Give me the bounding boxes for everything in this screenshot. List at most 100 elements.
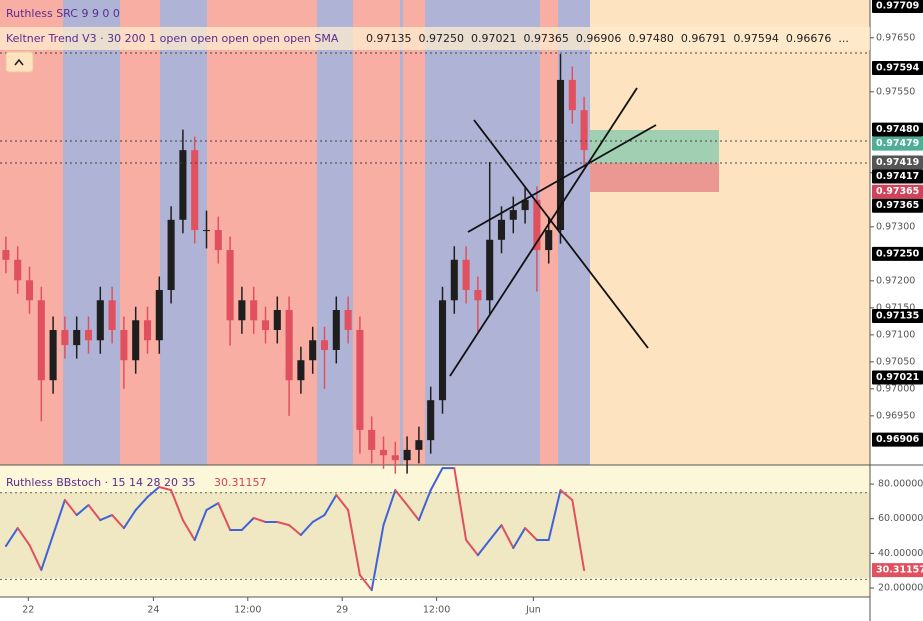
candle-body bbox=[379, 449, 388, 456]
price-badge bbox=[872, 155, 923, 170]
candle-body bbox=[238, 300, 246, 321]
oscillator-line bbox=[28, 544, 43, 571]
oscillator-line bbox=[205, 502, 220, 512]
y-tick-label: 20.00000 bbox=[878, 582, 923, 593]
price-badge-label: 0.97594 bbox=[876, 63, 920, 74]
candle-body bbox=[391, 455, 399, 461]
indicator-label: Ruthless SRC 9 9 0 0 bbox=[6, 7, 120, 20]
candle-body bbox=[285, 310, 293, 381]
main-plot bbox=[2, 54, 588, 474]
oscillator-line bbox=[476, 539, 491, 557]
oscillator-line bbox=[134, 496, 149, 512]
price-badge-label: 0.97709 bbox=[876, 0, 919, 11]
candle-body bbox=[155, 290, 163, 341]
candle-body bbox=[344, 310, 352, 330]
candle-body bbox=[202, 230, 211, 232]
oscillator-line bbox=[358, 574, 373, 592]
price-badge bbox=[872, 122, 923, 137]
y-tick-label: 0.97050 bbox=[876, 356, 915, 367]
candle-body bbox=[533, 199, 541, 251]
price-badge-label: 0.97419 bbox=[876, 157, 919, 168]
price-badge bbox=[872, 169, 923, 184]
candle-body bbox=[438, 300, 447, 401]
candle-body bbox=[108, 300, 116, 330]
price-badge-label: 0.97479 bbox=[876, 138, 919, 149]
x-tick-label: 24 bbox=[147, 605, 159, 616]
oscillator-line bbox=[465, 539, 479, 557]
candle-body bbox=[415, 440, 423, 450]
price-badge-label: 0.96906 bbox=[876, 434, 920, 445]
x-tick-label: 12:00 bbox=[423, 605, 450, 616]
candle-body bbox=[261, 320, 270, 330]
price-badge-label: 0.97365 bbox=[876, 186, 919, 197]
price-badge bbox=[872, 246, 923, 261]
oscillator-line bbox=[288, 524, 302, 536]
candle-body bbox=[73, 329, 81, 346]
candle-body bbox=[368, 429, 376, 450]
price-badge-label: 0.97417 bbox=[876, 171, 919, 182]
oscillator-line bbox=[170, 489, 184, 522]
candle-body bbox=[403, 449, 411, 461]
value-badge-label: 30.31157 bbox=[876, 565, 923, 576]
oscillator-line bbox=[75, 504, 90, 517]
candle-body bbox=[61, 329, 69, 346]
candle-body bbox=[462, 259, 470, 291]
oscillator-line bbox=[158, 486, 173, 492]
price-badge-label: 0.97250 bbox=[876, 248, 920, 259]
price-badge bbox=[872, 308, 923, 323]
oscillator-line bbox=[323, 493, 338, 517]
x-tick-label: Jun bbox=[525, 605, 541, 616]
y-tick-label: 40.00000 bbox=[878, 548, 923, 559]
y-tick-label: 0.97000 bbox=[876, 383, 915, 394]
candle-body bbox=[450, 259, 458, 301]
oscillator-line bbox=[571, 498, 586, 572]
y-tick-label: 0.96950 bbox=[876, 410, 915, 421]
candle-body bbox=[191, 150, 199, 231]
indicator-value: 30.31157 bbox=[214, 476, 267, 489]
oscillator-line bbox=[335, 493, 350, 512]
oscillator-line bbox=[429, 467, 444, 492]
oscillator-line bbox=[146, 486, 161, 499]
y-tick-label: 0.97200 bbox=[876, 275, 915, 286]
value-badge bbox=[872, 563, 923, 578]
candle-body bbox=[568, 79, 576, 111]
position-target bbox=[590, 130, 719, 163]
price-badge bbox=[872, 136, 923, 151]
candle-body bbox=[521, 199, 529, 211]
indicator-label: Keltner Trend V3 · 30 200 1 open open op… bbox=[6, 32, 339, 45]
price-badge-label: 0.97021 bbox=[876, 372, 919, 383]
candle-body bbox=[497, 219, 506, 240]
candle-body bbox=[509, 210, 517, 220]
candle-body bbox=[309, 340, 317, 361]
legend-band bbox=[0, 27, 870, 50]
candle-body bbox=[273, 310, 281, 330]
indicator-label: Ruthless BBstoch · 15 14 28 20 35 bbox=[6, 476, 196, 489]
price-badge-label: 0.97365 bbox=[876, 200, 919, 211]
oscillator-line bbox=[347, 509, 361, 576]
oscillator-line bbox=[4, 527, 19, 548]
oscillator-line bbox=[122, 509, 137, 530]
oscillator-line bbox=[370, 524, 385, 592]
price-badge bbox=[872, 432, 923, 447]
oscillator-line bbox=[299, 520, 314, 536]
oscillator-line bbox=[63, 498, 78, 517]
candle-body bbox=[427, 400, 435, 441]
candle-body bbox=[250, 300, 258, 321]
oscillator-line bbox=[217, 502, 232, 531]
oscillator-line bbox=[252, 517, 267, 523]
price-badge bbox=[872, 184, 923, 199]
candle-body bbox=[2, 250, 10, 260]
collapse-button[interactable] bbox=[5, 51, 34, 73]
oscillator-line bbox=[559, 489, 574, 501]
price-badge bbox=[872, 370, 923, 385]
candle-body bbox=[356, 329, 364, 430]
oscillator-line bbox=[193, 509, 208, 542]
oscillator-line bbox=[488, 524, 503, 542]
candle-body bbox=[556, 79, 565, 231]
price-badge bbox=[872, 0, 923, 13]
level-lines bbox=[0, 52, 870, 164]
oscillator-line bbox=[99, 514, 114, 522]
candle-body bbox=[580, 110, 588, 151]
oscillator-line bbox=[406, 504, 420, 522]
